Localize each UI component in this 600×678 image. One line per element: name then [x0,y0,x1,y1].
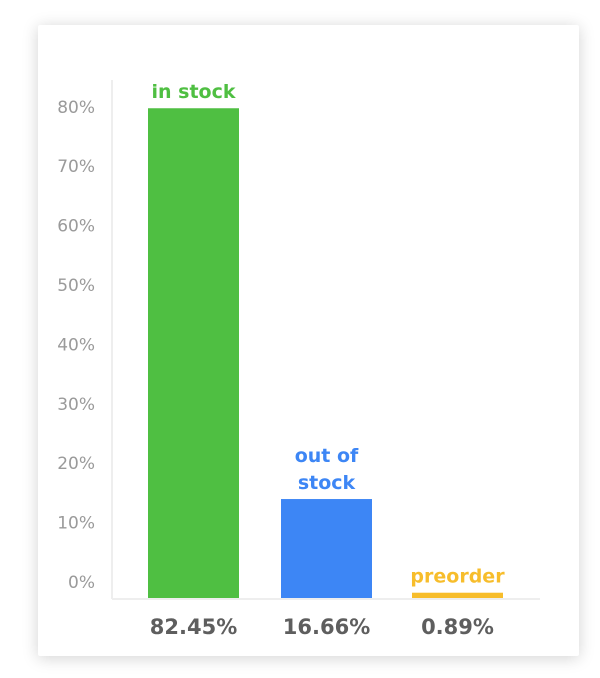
category-labels: in stock out of stock preorder [152,81,506,587]
value-label: 16.66% [283,615,370,639]
y-tick-label: 80% [57,98,95,118]
value-label: 82.45% [150,615,237,639]
category-label: out of [295,445,359,467]
category-label: in stock [152,81,236,103]
value-labels: 82.45% 16.66% 0.89% [150,615,494,639]
bar [412,592,503,598]
y-tick-label: 60% [57,217,95,237]
y-tick-labels: 0% 10% 20% 30% 40% 50% 60% 70% 80% [57,98,95,593]
bar [281,499,372,598]
y-tick-label: 50% [57,276,95,296]
y-tick-label: 30% [57,395,95,415]
y-tick-label: 0% [68,573,95,593]
y-tick-label: 10% [57,514,95,534]
y-tick-label: 70% [57,157,95,177]
bars [148,108,503,598]
y-tick-label: 20% [57,454,95,474]
category-label: preorder [410,566,505,588]
value-label: 0.89% [421,615,494,639]
bar [148,108,239,598]
category-label: stock [298,472,356,494]
y-tick-label: 40% [57,335,95,355]
